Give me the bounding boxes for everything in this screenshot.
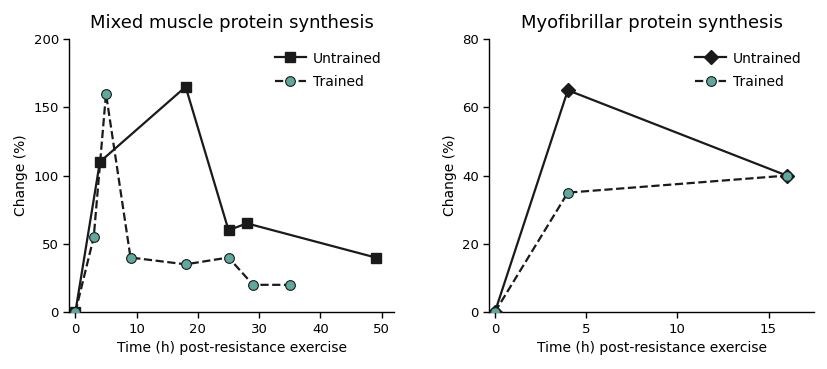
- X-axis label: Time (h) post-resistance exercise: Time (h) post-resistance exercise: [117, 341, 347, 355]
- Trained: [180, 262, 190, 266]
- Untrained: [370, 255, 380, 260]
- Line: Trained: Trained: [70, 89, 294, 317]
- Line: Untrained: Untrained: [490, 85, 791, 317]
- Trained: [223, 255, 233, 260]
- Line: Untrained: Untrained: [70, 82, 380, 317]
- Y-axis label: Change (%): Change (%): [14, 135, 28, 216]
- Trained: [781, 173, 791, 178]
- Trained: [70, 310, 80, 314]
- Legend: Untrained, Trained: Untrained, Trained: [689, 46, 806, 95]
- Trained: [284, 283, 294, 287]
- Trained: [490, 310, 500, 314]
- Untrained: [223, 228, 233, 232]
- Untrained: [180, 85, 190, 89]
- Title: Myofibrillar protein synthesis: Myofibrillar protein synthesis: [520, 14, 782, 32]
- Untrained: [490, 310, 500, 314]
- Untrained: [241, 221, 251, 225]
- Legend: Untrained, Trained: Untrained, Trained: [270, 46, 386, 95]
- Line: Trained: Trained: [490, 171, 791, 317]
- Title: Mixed muscle protein synthesis: Mixed muscle protein synthesis: [89, 14, 373, 32]
- Trained: [101, 92, 111, 96]
- Trained: [88, 235, 98, 239]
- Untrained: [95, 160, 105, 164]
- Trained: [248, 283, 258, 287]
- Y-axis label: Change (%): Change (%): [442, 135, 456, 216]
- Untrained: [562, 88, 572, 92]
- Untrained: [781, 173, 791, 178]
- X-axis label: Time (h) post-resistance exercise: Time (h) post-resistance exercise: [536, 341, 766, 355]
- Trained: [126, 255, 136, 260]
- Untrained: [70, 310, 80, 314]
- Trained: [562, 190, 572, 195]
